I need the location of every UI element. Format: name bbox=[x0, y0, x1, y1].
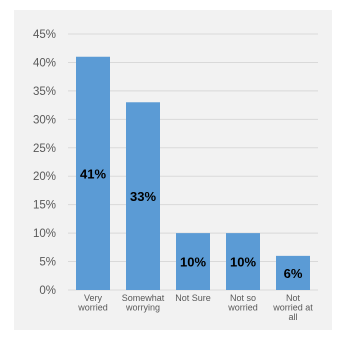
x-tick-label: Not so bbox=[230, 293, 256, 303]
x-tick-label: Very bbox=[84, 293, 103, 303]
data-label: 41% bbox=[80, 166, 106, 181]
y-tick-label: 40% bbox=[33, 57, 56, 69]
y-tick-label: 5% bbox=[39, 257, 56, 269]
y-tick-label: 0% bbox=[39, 285, 56, 297]
x-tick-label: worried bbox=[77, 303, 108, 313]
x-tick-label: Not bbox=[286, 293, 301, 303]
y-tick-label: 15% bbox=[33, 200, 56, 212]
bar bbox=[226, 233, 260, 290]
bar bbox=[126, 102, 160, 291]
x-tick-label: worried at bbox=[272, 303, 313, 313]
data-labels: 41% 33% 10% 10% 6% bbox=[80, 166, 303, 281]
y-tick-label: 45% bbox=[33, 29, 56, 41]
x-tick-label: all bbox=[288, 312, 297, 322]
x-tick-label: worrying bbox=[125, 303, 160, 313]
data-label: 6% bbox=[284, 266, 303, 281]
y-tick-label: 35% bbox=[33, 86, 56, 98]
data-label: 10% bbox=[230, 255, 256, 270]
x-tick-label: worried bbox=[227, 303, 258, 313]
y-tick-label: 10% bbox=[33, 228, 56, 240]
y-tick-label: 25% bbox=[33, 143, 56, 155]
data-label: 10% bbox=[180, 255, 206, 270]
y-axis-ticks: 0% 5% 10% 15% 20% 25% 30% 35% 40% 45% bbox=[33, 29, 56, 297]
bar bbox=[276, 255, 310, 290]
bars bbox=[76, 56, 310, 291]
y-tick-label: 20% bbox=[33, 171, 56, 183]
data-label: 33% bbox=[130, 189, 156, 204]
x-tick-label: Somewhat bbox=[122, 293, 165, 303]
bar bbox=[176, 233, 210, 290]
bar bbox=[76, 56, 110, 290]
x-tick-label: Not Sure bbox=[175, 293, 211, 303]
y-tick-label: 30% bbox=[33, 114, 56, 126]
